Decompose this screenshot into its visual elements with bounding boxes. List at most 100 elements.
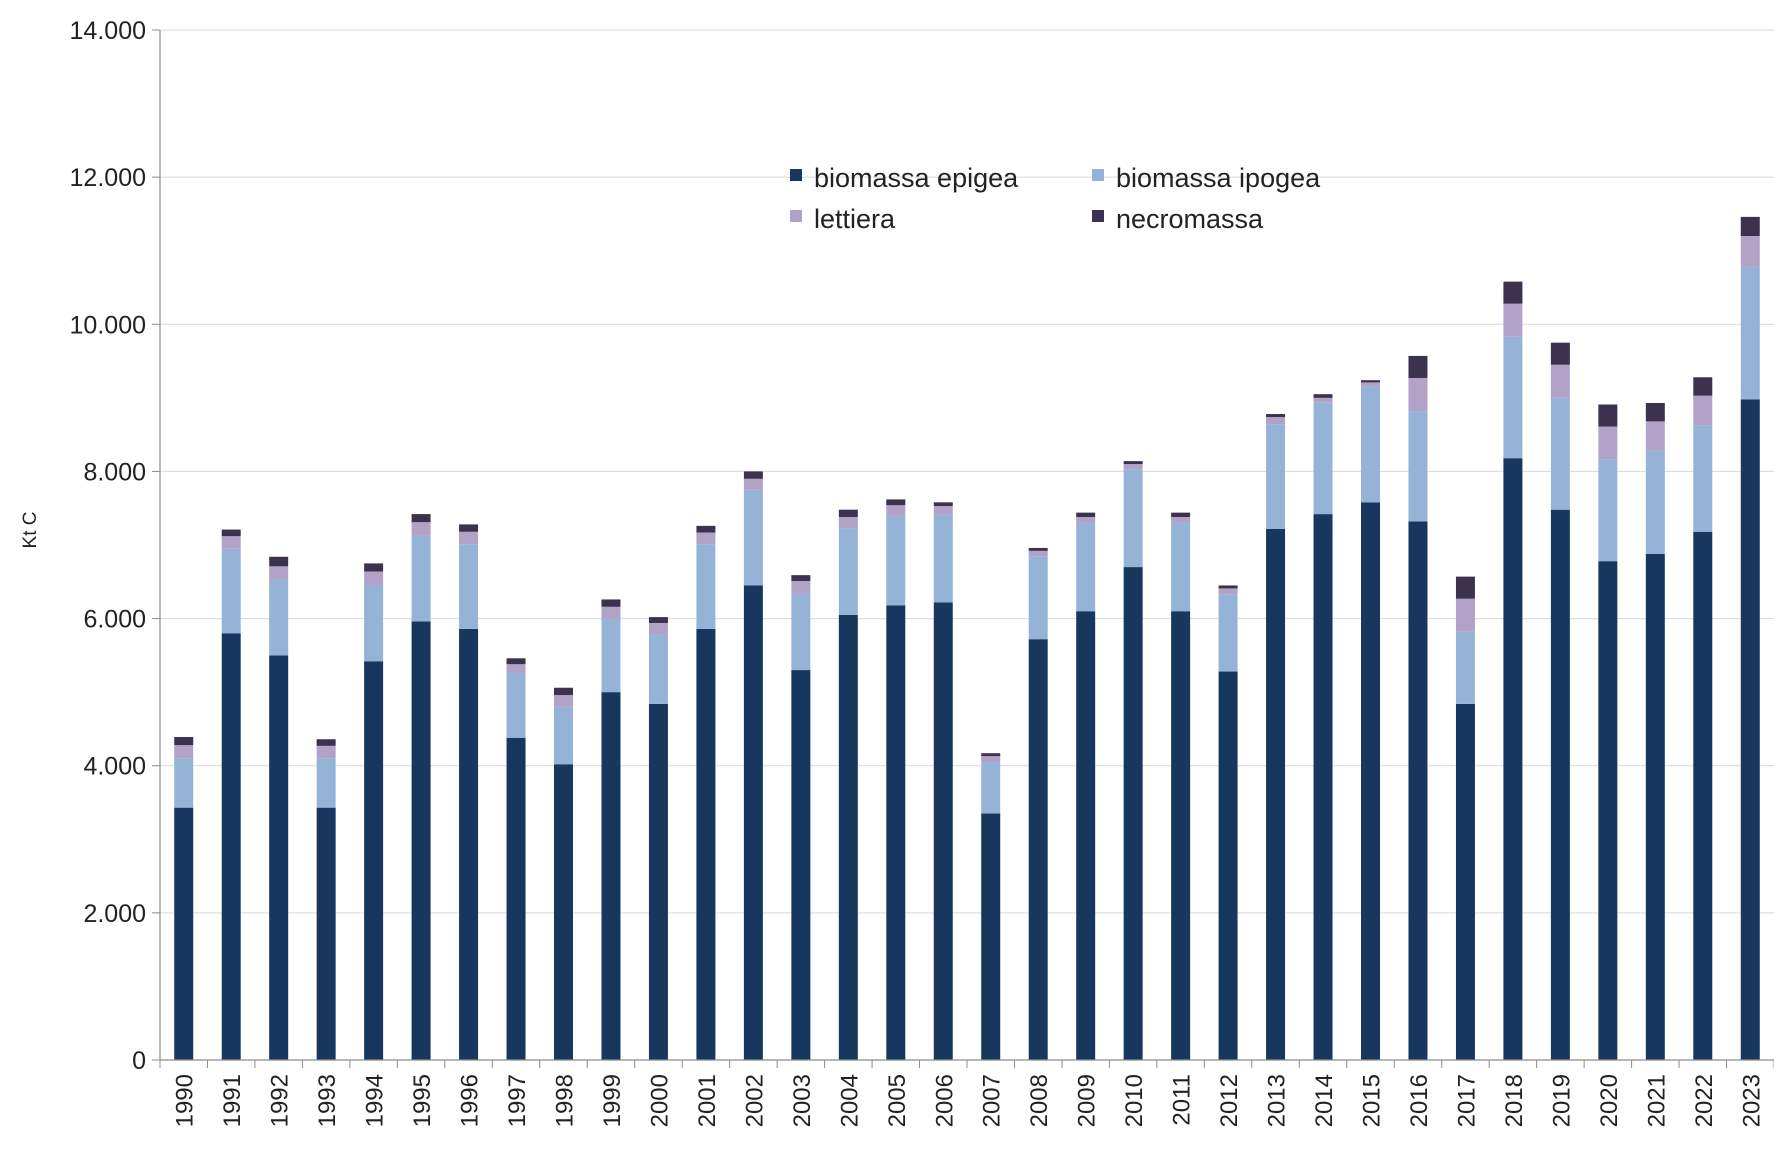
bar-segment xyxy=(1266,528,1286,1060)
bar-segment xyxy=(1550,397,1570,510)
bar-segment xyxy=(886,505,906,516)
bar-segment xyxy=(411,621,431,1060)
bar-segment xyxy=(1266,414,1286,417)
bar-segment xyxy=(316,758,336,808)
y-tick-label: 8.000 xyxy=(83,458,146,486)
bar-segment xyxy=(601,599,621,607)
x-tick-label: 1995 xyxy=(409,1074,436,1127)
x-tick-label: 1992 xyxy=(267,1074,294,1127)
legend-swatch xyxy=(1092,210,1104,222)
y-axis-title: Kt C xyxy=(20,512,41,549)
x-tick-label: 2023 xyxy=(1738,1074,1765,1127)
x-tick-label: 2016 xyxy=(1406,1074,1433,1127)
bar-segment xyxy=(1171,611,1191,1060)
bar-segment xyxy=(601,606,621,619)
bar-segment xyxy=(1550,364,1570,398)
x-tick-label: 2022 xyxy=(1691,1074,1718,1127)
bar-segment xyxy=(316,807,336,1060)
bar-segment xyxy=(743,489,763,586)
legend: biomassa epigea biomassa ipogea lettiera ne… xyxy=(790,163,1321,234)
bar-segment xyxy=(1028,547,1048,551)
bar-segment xyxy=(1171,512,1191,518)
bar-segment xyxy=(838,614,858,1060)
bar-segment xyxy=(506,737,526,1060)
legend-label: lettiera xyxy=(814,204,896,234)
x-tick-label: 1997 xyxy=(504,1074,531,1127)
bar-segment xyxy=(933,602,953,1060)
bar-segment xyxy=(459,544,479,629)
bar-segment xyxy=(1218,585,1238,589)
bar-segment xyxy=(601,692,621,1060)
bar-segment xyxy=(1693,531,1713,1060)
bar-segment xyxy=(791,581,811,594)
legend-label: necromassa xyxy=(1116,204,1264,234)
bar-segment xyxy=(1076,611,1096,1060)
bar-segment xyxy=(1645,421,1665,451)
bar-segment xyxy=(221,536,241,549)
bar-segment xyxy=(506,658,526,665)
bar-segment xyxy=(886,499,906,506)
bar-segment xyxy=(269,579,289,656)
x-tick-labels: 1990 1991 1992 1993 1994 1995 1996 1997 1998 1999… xyxy=(172,1074,1766,1127)
y-tick-label: 10.000 xyxy=(70,311,146,339)
x-tick-label: 2019 xyxy=(1548,1074,1575,1127)
bar-segment xyxy=(1123,461,1143,465)
bar-segment xyxy=(221,529,241,537)
bar-segment xyxy=(1361,502,1380,1060)
bar-segment xyxy=(316,745,336,759)
bar-segment xyxy=(1455,703,1475,1060)
bar-segment xyxy=(981,753,1001,757)
bar-segment xyxy=(1218,594,1238,672)
bar-segment xyxy=(221,633,241,1060)
x-tick-label: 2007 xyxy=(979,1074,1006,1127)
bar-segment xyxy=(1503,336,1523,459)
bar-segment xyxy=(933,514,953,603)
bar-segment xyxy=(174,745,194,759)
legend-label: biomassa ipogea xyxy=(1116,163,1321,193)
bar-segment xyxy=(648,634,668,704)
x-tick-label: 2000 xyxy=(646,1074,673,1127)
bar-segment xyxy=(1171,522,1191,612)
bar-segment xyxy=(1598,404,1618,427)
x-tick-label: 2001 xyxy=(694,1074,721,1127)
bar-segment xyxy=(459,628,479,1060)
bar-segment xyxy=(1455,576,1475,599)
bar-segment xyxy=(1408,355,1428,378)
bar-segment xyxy=(743,478,763,490)
bar-segment xyxy=(838,509,858,518)
bar-segment xyxy=(1408,411,1428,522)
bar-segment xyxy=(1218,671,1238,1060)
x-tick-label: 2012 xyxy=(1216,1074,1243,1127)
bar-segment xyxy=(459,524,479,532)
bar-segment xyxy=(743,585,763,1060)
bar-segment xyxy=(1123,469,1143,568)
bar-segment xyxy=(1740,216,1760,236)
bar-segment xyxy=(269,566,289,580)
bar-segment xyxy=(1550,509,1570,1061)
x-tick-label: 2020 xyxy=(1596,1074,1623,1127)
bar-segment xyxy=(459,531,479,545)
bar-segment xyxy=(1076,512,1096,518)
bar-segment xyxy=(1123,567,1143,1060)
y-tick-label: 12.000 xyxy=(70,164,146,192)
y-tick-label: 0 xyxy=(132,1047,146,1075)
bar-segment xyxy=(316,739,336,746)
bar-segment xyxy=(1313,397,1333,403)
bar-segment xyxy=(1028,639,1048,1060)
bar-segment xyxy=(1361,380,1380,383)
bar-segment xyxy=(1313,514,1333,1060)
bar-segment xyxy=(1361,382,1380,387)
x-tick-label: 2015 xyxy=(1359,1074,1386,1127)
x-tick-label: 2008 xyxy=(1026,1074,1053,1127)
bar-segment xyxy=(1028,550,1048,557)
bar-segment xyxy=(648,617,668,623)
bar-segment xyxy=(838,517,858,529)
bar-segment xyxy=(981,756,1001,763)
x-tick-label: 2021 xyxy=(1643,1074,1670,1127)
bar-segment xyxy=(696,525,716,533)
bar-segment xyxy=(886,515,906,606)
y-tick-label: 14.000 xyxy=(70,17,146,45)
bar-segment xyxy=(1740,399,1760,1060)
